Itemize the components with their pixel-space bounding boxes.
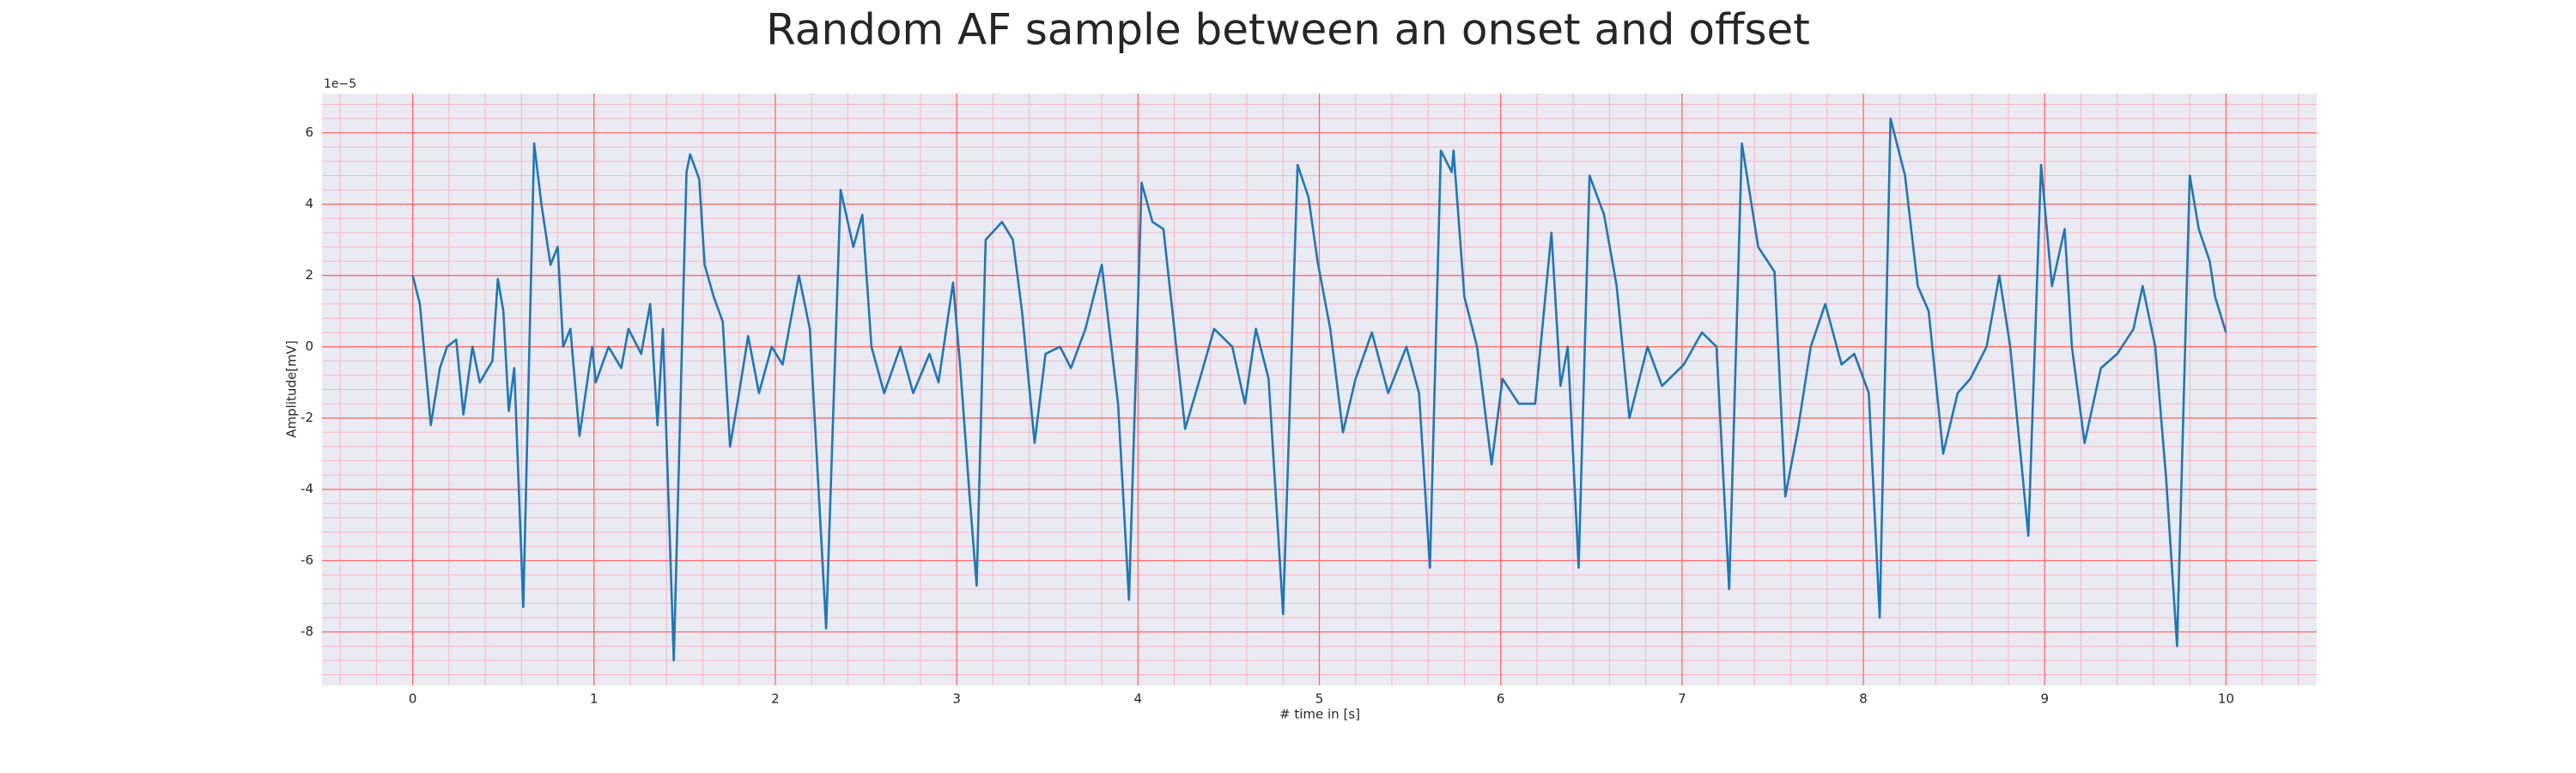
x-tick-label: 6: [1497, 691, 1505, 707]
x-tick-label: 2: [771, 691, 780, 707]
y-tick-label: -4: [301, 481, 313, 496]
x-tick-label: 8: [1859, 691, 1868, 707]
x-tick-label: 1: [590, 691, 598, 707]
chart-title: Random AF sample between an onset and of…: [766, 5, 1810, 55]
data-line: [411, 117, 2227, 662]
y-tick-label: 6: [305, 125, 313, 140]
x-tick-label: 3: [952, 691, 961, 707]
y-offset-label: 1e−5: [324, 77, 356, 91]
y-tick-label: 0: [305, 338, 313, 354]
y-tick-label: -2: [301, 410, 313, 425]
y-tick-label: 2: [305, 267, 313, 283]
y-tick-label: -6: [301, 552, 313, 568]
y-axis-label: Amplitude[mV]: [284, 340, 300, 437]
x-tick-label: 0: [409, 691, 417, 707]
x-tick-label: 5: [1315, 691, 1324, 707]
x-tick-label: 10: [2218, 691, 2234, 707]
y-tick-label: -8: [301, 624, 313, 639]
x-tick-label: 4: [1134, 691, 1143, 707]
x-tick-label: 9: [2040, 691, 2049, 707]
x-axis-label: # time in [s]: [1279, 707, 1360, 722]
y-tick-label: 4: [305, 196, 313, 211]
x-tick-label: 7: [1678, 691, 1686, 707]
